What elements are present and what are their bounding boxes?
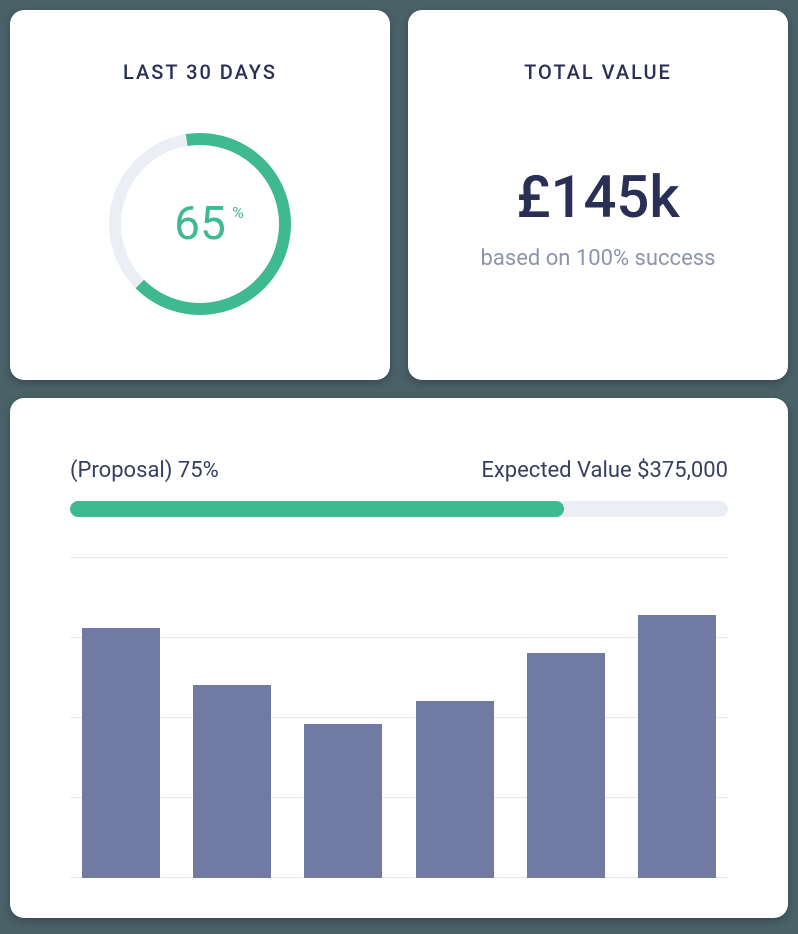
donut-gauge: 65 % [105,129,295,319]
last-30-days-card: LAST 30 DAYS 65 % [10,10,390,380]
card-title: TOTAL VALUE [524,60,672,84]
total-value: £145k [516,164,679,232]
donut-percent-symbol: % [232,203,244,222]
bar-chart [70,557,728,878]
bar [638,615,716,878]
proposal-card: (Proposal) 75% Expected Value $375,000 [10,398,788,918]
card-title: LAST 30 DAYS [123,60,277,84]
bar [304,724,382,878]
proposal-label: (Proposal) 75% [70,458,219,483]
donut-number: 65 [174,197,226,251]
expected-value-label: Expected Value $375,000 [481,458,728,483]
bar [527,653,605,878]
bar [193,685,271,878]
bar [416,701,494,878]
progress-track [70,501,728,517]
progress-fill [70,501,564,517]
total-subtext: based on 100% success [481,246,716,271]
donut-value: 65 % [174,197,226,251]
bar [82,628,160,878]
total-value-card: TOTAL VALUE £145k based on 100% success [408,10,788,380]
